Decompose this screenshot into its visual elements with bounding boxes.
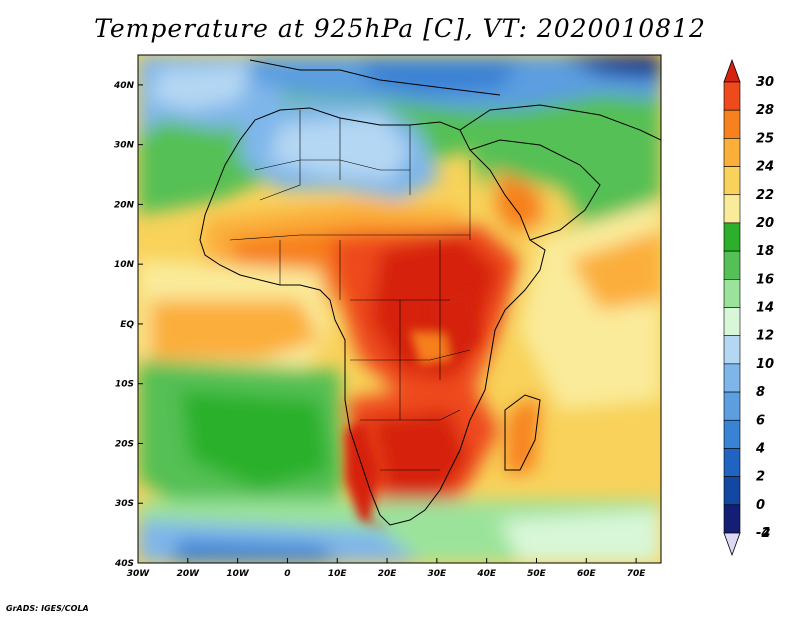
lon-tick-label: 10W <box>226 569 250 579</box>
colorbar-box <box>723 419 741 449</box>
lon-tick-label: 30W <box>127 569 151 579</box>
lat-tick-label: 20S <box>115 439 134 449</box>
plot-frame <box>137 54 662 564</box>
lat-tick-label: 30S <box>115 499 134 509</box>
colorbar-box <box>723 166 741 196</box>
lat-tick-label: 20N <box>114 200 135 210</box>
lat-tick-label: 40N <box>113 81 135 91</box>
colorbar-label: 25 <box>756 131 774 146</box>
lon-tick-label: 0 <box>284 569 290 579</box>
colorbar-box <box>723 363 741 393</box>
colorbar-label: 16 <box>756 272 774 287</box>
lon-tick-label: 30E <box>428 569 448 579</box>
colorbar-label: -2 <box>756 526 770 541</box>
lon-tick-label: 60E <box>577 569 597 579</box>
colorbar-box <box>723 109 741 139</box>
lat-tick-label: 30N <box>114 141 135 151</box>
colorbar-label: 8 <box>756 385 765 400</box>
colorbar-label: 10 <box>756 357 774 372</box>
lon-tick-label: 50E <box>527 569 547 579</box>
colorbar-label: 6 <box>756 413 765 428</box>
lat-tick-label: 10S <box>115 380 134 390</box>
colorbar-label: -4 <box>756 526 770 541</box>
lon-tick-label: 10E <box>328 569 348 579</box>
lat-tick-label: EQ <box>120 320 134 330</box>
country-borders <box>229 110 471 471</box>
colorbar-box <box>723 279 741 308</box>
colorbar-bottom-arrow <box>723 532 741 557</box>
colorbar-label: 4 <box>755 441 765 456</box>
colorbar-label: 18 <box>756 244 774 259</box>
colorbar-box <box>723 335 741 365</box>
colorbar-box <box>723 504 741 534</box>
colorbar-box <box>723 476 741 506</box>
map-title: Temperature at 925hPa [C], VT: 202001081… <box>94 14 706 43</box>
colorbar-box <box>723 391 741 421</box>
temperature-field <box>138 55 661 563</box>
lon-tick-label: 20W <box>177 569 201 579</box>
colorbar-label: 30 <box>756 75 774 90</box>
colorbar-label: 22 <box>756 188 774 203</box>
longitude-axis: 30W 20W 10W 0 10E 20E 30E 40E 50E 60E 70E <box>127 558 647 579</box>
lon-tick-label: 70E <box>627 569 647 579</box>
colorbar-label: 12 <box>756 329 774 344</box>
colorbar-box <box>723 307 741 336</box>
colorbar-box <box>723 250 741 280</box>
lat-tick-label: 40S <box>114 559 134 569</box>
lon-tick-label: 40E <box>476 569 497 579</box>
credit-text: GrADS: IGES/COLA <box>6 604 89 613</box>
colorbar-label: 0 <box>756 498 765 513</box>
colorbar-box <box>723 81 741 111</box>
colorbar-label: 28 <box>756 103 774 118</box>
colorbar-label: 20 <box>756 216 774 231</box>
lon-tick-label: 20E <box>378 569 398 579</box>
colorbar-box <box>723 194 741 224</box>
latitude-axis: 40N 30N 20N 10N EQ 10S 20S 30S 40S <box>113 81 143 569</box>
colorbar-box <box>723 138 741 167</box>
colorbar-label: 14 <box>756 301 774 316</box>
lat-tick-label: 10N <box>114 260 135 270</box>
colorbar-label: 24 <box>756 160 774 175</box>
colorbar-top-arrow <box>723 58 741 83</box>
colorbar-label: 2 <box>756 470 765 485</box>
colorbar-box <box>723 222 741 252</box>
colorbar-box <box>723 448 741 477</box>
